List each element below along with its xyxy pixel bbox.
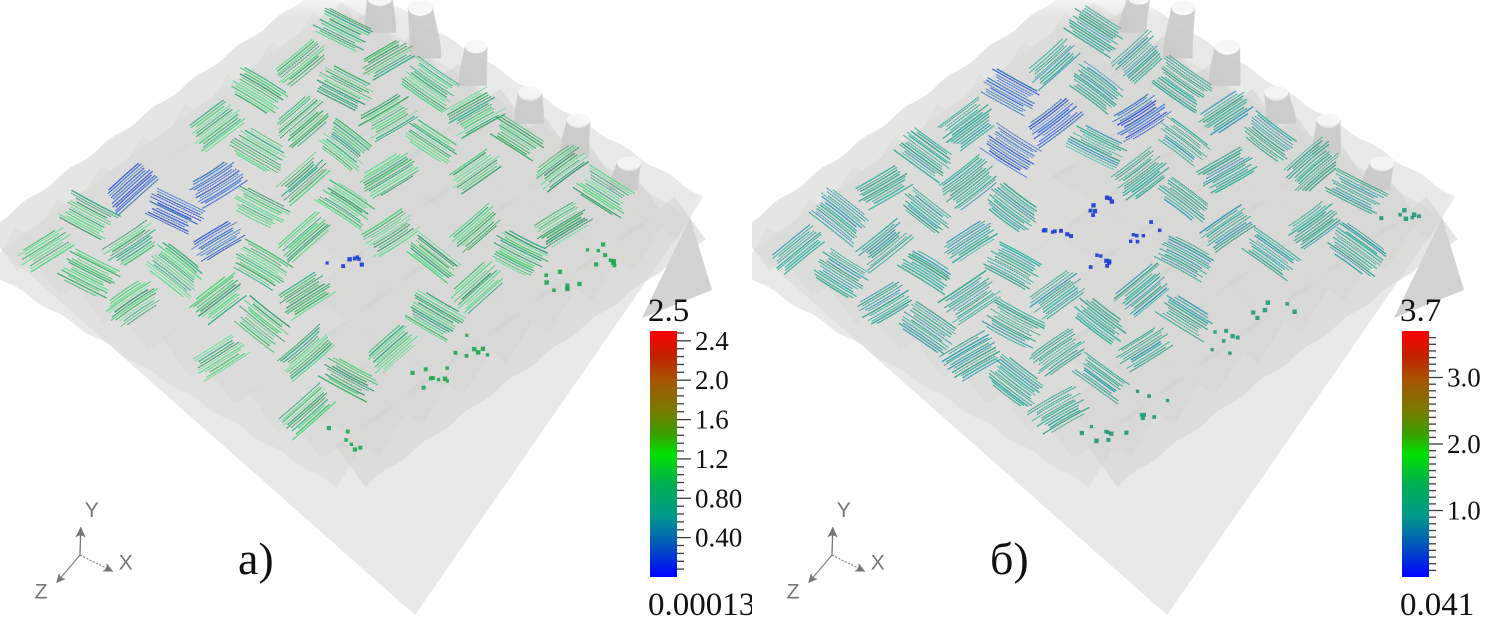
svg-text:1.0: 1.0 xyxy=(1447,496,1481,526)
svg-text:Z: Z xyxy=(35,581,48,604)
svg-text:Y: Y xyxy=(837,499,851,522)
svg-text:2.5: 2.5 xyxy=(648,293,689,329)
svg-text:0.00013: 0.00013 xyxy=(648,587,752,623)
svg-text:Z: Z xyxy=(787,581,800,604)
svg-text:0.041: 0.041 xyxy=(1400,587,1474,623)
svg-text:0.40: 0.40 xyxy=(695,523,742,553)
svg-text:3.7: 3.7 xyxy=(1400,293,1441,329)
svg-text:Y: Y xyxy=(85,499,99,522)
svg-text:2.0: 2.0 xyxy=(695,365,729,395)
svg-text:X: X xyxy=(119,551,133,574)
svg-text:X: X xyxy=(871,551,885,574)
svg-text:3.0: 3.0 xyxy=(1447,363,1481,393)
svg-text:2.0: 2.0 xyxy=(1447,429,1481,459)
svg-text:0.80: 0.80 xyxy=(695,483,742,513)
svg-text:б): б) xyxy=(990,533,1029,584)
svg-text:2.4: 2.4 xyxy=(695,326,729,356)
svg-text:1.2: 1.2 xyxy=(695,444,729,474)
svg-text:а): а) xyxy=(238,533,274,584)
svg-text:1.6: 1.6 xyxy=(695,405,729,435)
